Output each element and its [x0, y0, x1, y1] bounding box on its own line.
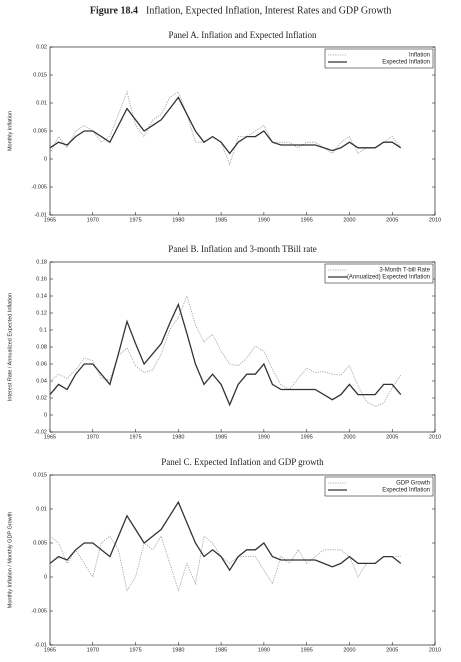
x-tick-label: 2000: [343, 217, 355, 223]
x-tick-label: 1965: [44, 647, 56, 653]
series-line: [49, 90, 402, 166]
y-tick-label: 0.12: [36, 310, 47, 316]
plot-frame: [49, 474, 436, 646]
x-tick-label: 1970: [87, 434, 99, 440]
series-line: [49, 96, 402, 155]
x-tick-label: 1990: [258, 217, 270, 223]
x-tick-label: 1975: [129, 217, 141, 223]
panel: Panel A. Inflation and Expected Inflatio…: [7, 30, 441, 223]
legend-box: [324, 48, 434, 69]
y-tick-label: 0.18: [36, 259, 47, 265]
y-tick-label: 0.005: [33, 128, 47, 134]
x-tick-label: 2010: [429, 647, 441, 653]
panel-title: Panel A. Inflation and Expected Inflatio…: [169, 30, 317, 40]
x-tick-label: 1995: [301, 434, 313, 440]
y-axis-label: Interest Rate / Annualized Expected Infl…: [7, 293, 13, 401]
x-tick-label: 1985: [215, 434, 227, 440]
series-line: [49, 302, 402, 407]
x-tick-label: 1965: [44, 217, 56, 223]
x-tick-label: 1990: [258, 434, 270, 440]
legend-label: GDP Growth: [396, 481, 430, 487]
x-tick-label: 1970: [87, 217, 99, 223]
y-tick-label: 0: [44, 412, 47, 418]
y-tick-label: 0.06: [36, 361, 47, 367]
series-line: [49, 500, 402, 572]
x-tick-label: 1975: [129, 434, 141, 440]
y-tick-label: -0.02: [34, 429, 47, 435]
y-tick-label: 0.02: [36, 44, 47, 50]
x-tick-label: 1980: [172, 434, 184, 440]
y-tick-label: 0.015: [33, 72, 47, 78]
x-tick-label: 1995: [301, 647, 313, 653]
figure-label: Figure 18.4: [90, 5, 138, 16]
x-tick-label: 1970: [87, 647, 99, 653]
x-tick-label: 1985: [215, 647, 227, 653]
y-tick-label: -0.01: [34, 642, 47, 648]
x-tick-label: 1975: [129, 647, 141, 653]
y-tick-label: -0.005: [31, 184, 47, 190]
legend-label: Inflation: [409, 53, 430, 59]
y-tick-label: 0: [44, 574, 47, 580]
y-tick-label: 0.14: [36, 293, 47, 299]
legend-label: 3-Month T-bill Rate: [379, 268, 430, 274]
y-tick-label: 0.01: [36, 506, 47, 512]
x-tick-label: 2005: [386, 217, 398, 223]
y-axis-label: Monthly Inflation: [7, 111, 13, 151]
x-tick-label: 1965: [44, 434, 56, 440]
y-tick-label: -0.005: [31, 608, 47, 614]
y-tick-label: 0: [44, 156, 47, 162]
x-tick-label: 2010: [429, 434, 441, 440]
y-tick-label: 0.1: [39, 327, 47, 333]
y-tick-label: 0.08: [36, 344, 47, 350]
y-tick-label: 0.005: [33, 540, 47, 546]
y-tick-label: 0.16: [36, 276, 47, 282]
legend-label: Expected Inflation: [382, 488, 430, 494]
y-tick-label: 0.01: [36, 100, 47, 106]
y-axis-label: Monthly Inflation / Monthly GDP Growth: [7, 512, 13, 609]
panel: Panel C. Expected Inflation and GDP grow…: [7, 457, 441, 653]
y-tick-label: 0.04: [36, 378, 47, 384]
y-tick-label: -0.01: [34, 212, 47, 218]
series-line: [49, 535, 401, 592]
y-tick-label: 0.02: [36, 395, 47, 401]
panel-title: Panel B. Inflation and 3-month TBill rat…: [168, 244, 317, 254]
legend-box: [324, 263, 434, 284]
x-tick-label: 1980: [172, 217, 184, 223]
series-line: [49, 294, 402, 407]
plot-frame: [49, 261, 436, 433]
x-tick-label: 2005: [386, 647, 398, 653]
plot-frame: [49, 46, 436, 216]
legend-box: [324, 476, 434, 497]
x-tick-label: 2010: [429, 217, 441, 223]
x-tick-label: 1980: [172, 647, 184, 653]
x-tick-label: 1985: [215, 217, 227, 223]
figure-title: Inflation, Expected Inflation, Interest …: [146, 5, 391, 16]
x-tick-label: 2000: [343, 434, 355, 440]
x-tick-label: 2000: [343, 647, 355, 653]
x-tick-label: 1995: [301, 217, 313, 223]
legend-label: (Annualized) Expected Inflation: [347, 275, 430, 281]
y-tick-label: 0.015: [33, 472, 47, 478]
panel: Panel B. Inflation and 3-month TBill rat…: [7, 244, 441, 440]
x-tick-label: 1990: [258, 647, 270, 653]
panel-title: Panel C. Expected Inflation and GDP grow…: [161, 457, 324, 467]
legend-label: Expected Inflation: [382, 60, 430, 66]
x-tick-label: 2005: [386, 434, 398, 440]
